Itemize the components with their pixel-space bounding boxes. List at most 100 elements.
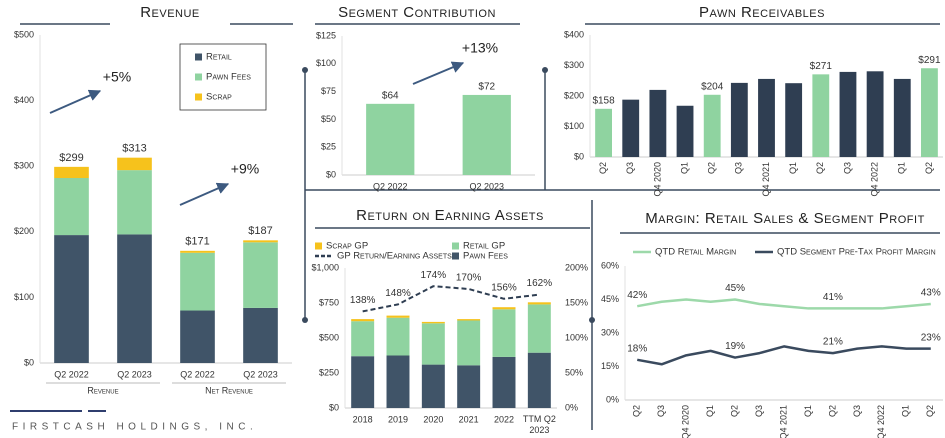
x-tick-label: Q3 [842,162,852,174]
bar-segment [492,356,516,408]
value-label: $72 [478,82,495,93]
y-tick-label: $0 [24,357,34,367]
x-tick-label: Q2 2023 [469,181,504,191]
value-label: $204 [701,81,724,92]
bar [921,68,938,157]
bar-segment [386,315,410,318]
bar [839,71,857,157]
x-tick-label: 2022 [494,414,514,424]
bar-segment [527,304,551,353]
bar-segment [492,309,516,357]
bar-segment [180,250,215,253]
x-tick-label: Q2 2023 [243,369,278,379]
legend-label: Retail [206,52,232,63]
x-tick-label: Q2 [924,162,934,174]
value-label: 170% [456,273,482,284]
chart-title: Return on Earning Assets [356,207,544,224]
x-tick-label: Q2 [729,405,739,417]
legend-label: GP Return/Earning Assets [337,251,452,262]
y-tick-label: $0 [574,151,584,161]
x-tick-label: Q2 [707,162,717,174]
annotation: +9% [231,161,259,177]
x-tick-label: TTM Q2 2023 [523,414,556,435]
bar-segment [527,352,551,408]
bar-segment [243,240,278,243]
x-tick-label: Q2 2022 [54,369,89,379]
bar-segment [243,242,278,308]
value-label: 138% [350,295,376,306]
y-tick-label: $500 [14,29,34,39]
company-name: FIRSTCASH HOLDINGS, INC. [12,422,257,433]
y-tick-label: $300 [564,60,584,70]
bar-segment [243,307,278,363]
x-tick-label: Q4 2020 [652,162,662,197]
y-tick-label: 15% [601,361,619,371]
bar-segment [351,356,375,408]
bar [785,83,803,157]
x-tick-label: Q2 [598,162,608,174]
bar-segment [527,302,551,305]
value-label: $158 [592,95,615,106]
x-tick-label: Q3 [754,405,764,417]
x-tick-label: Q4 2021 [761,162,771,197]
y-tick-label: $75 [321,86,336,96]
legend-label: Scrap GP [326,241,368,252]
y-tick-label: $250 [319,367,339,377]
bar [893,78,911,157]
annotation: +5% [103,69,131,85]
x-tick-label: Q1 [788,162,798,174]
y-tick-label: $200 [564,90,584,100]
legend-swatch [452,252,459,260]
y-tick-label: $25 [321,142,336,152]
bar-segment [117,234,152,363]
arrows [49,61,465,206]
y2-tick-label: 50% [565,367,583,377]
legend-swatch [452,242,459,250]
x-tick-label: Q4 2020 [681,405,691,438]
y-tick-label: $100 [316,58,336,68]
value-label: 45% [725,283,745,294]
legend-label: Retail GP [463,241,505,252]
annotation: +13% [462,40,498,56]
bar-segment [457,365,481,408]
y-tick-label: $300 [14,161,34,171]
chart-title: Segment Contribution [338,4,496,21]
x-tick-label: 2020 [423,414,443,424]
x-tick-label: Q4 2022 [876,405,886,438]
line-series [637,345,931,366]
bar-segment [457,319,481,321]
x-tick-label: Q2 2023 [117,369,152,379]
value-label: 42% [627,290,647,301]
dividers [20,23,940,430]
value-label: $291 [918,55,941,66]
total-label: $299 [59,152,83,164]
bar-segment [117,170,152,235]
value-label: 43% [921,288,941,299]
value-label: 23% [921,332,941,343]
value-label: 174% [421,270,447,281]
y-tick-label: $50 [321,114,336,124]
bar [622,99,640,157]
group-label: Net Revenue [205,385,253,395]
chart-title: Revenue [140,4,200,21]
bar-segment [421,323,445,365]
bar-segment [117,157,152,171]
value-label: $271 [810,61,833,72]
y-tick-label: $200 [14,226,34,236]
y2-tick-label: 0% [565,402,578,412]
chart-title: Pawn Receivables [699,4,825,21]
y-tick-label: 30% [601,327,619,337]
y-tick-label: $0 [326,169,336,179]
legend-label: Scrap [206,92,232,103]
x-tick-label: Q4 2021 [778,405,788,438]
bar-segment [54,166,89,179]
bar-segment [351,319,375,322]
x-tick-label: Q3 [656,405,666,417]
bar-segment [351,321,375,357]
bar-segment [457,320,481,366]
x-tick-label: 2019 [388,414,408,424]
total-label: $313 [122,143,146,155]
bar [595,108,612,157]
bar [730,82,748,157]
y2-tick-label: 200% [565,262,588,272]
